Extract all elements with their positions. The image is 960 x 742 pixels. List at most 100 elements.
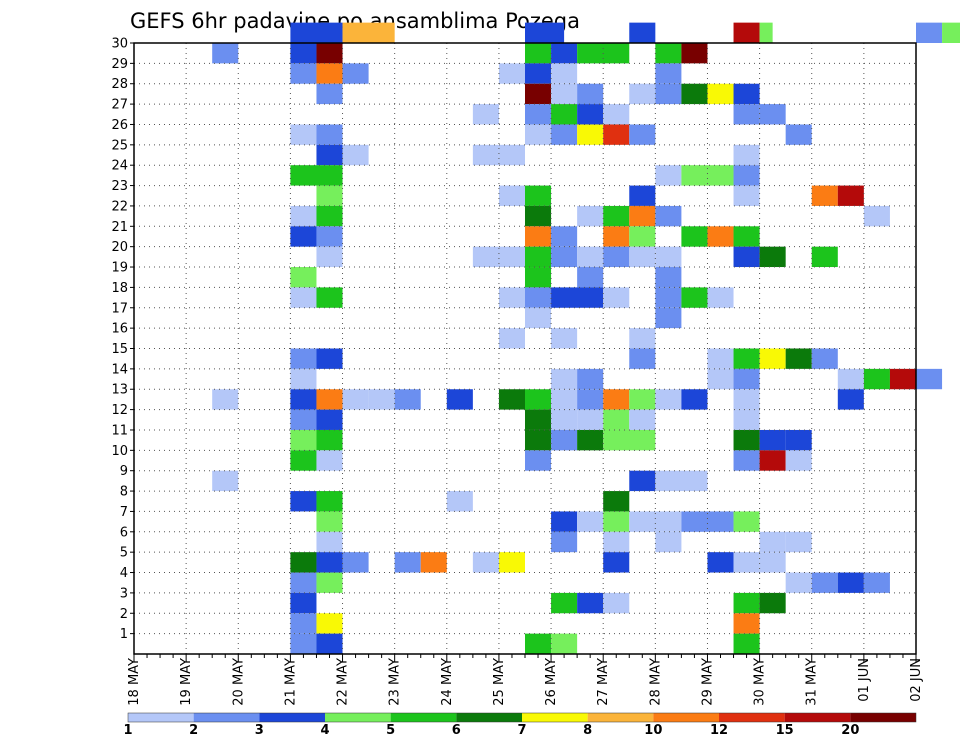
legend-swatch [128,713,194,722]
legend-swatch [390,713,457,722]
precip-cell [837,185,864,206]
precip-cell [498,552,525,573]
x-tick-label: 29 MAY [700,658,715,706]
precip-cell [759,246,786,268]
legend-swatch [784,713,851,722]
y-tick-label: 28 [111,77,128,92]
precip-cell [577,104,604,125]
precip-cell [316,613,343,634]
x-tick-label: 22 MAY [336,658,351,706]
legend-swatch [653,713,719,722]
precip-cell [525,43,552,64]
precip-cell [759,104,786,125]
x-tick-label: 18 MAY [127,658,142,706]
precip-cell [629,22,656,43]
precip-cell [290,450,317,471]
precip-cell [316,389,343,410]
y-tick-label: 3 [120,586,128,601]
y-tick-label: 10 [111,444,128,459]
precip-cell [655,267,682,288]
precip-cell [733,429,760,451]
precip-cell [551,226,578,247]
precip-cell [290,613,317,634]
precip-cell [916,368,943,390]
legend-swatch [719,713,785,722]
legend-label: 1 [123,723,132,738]
legend-label: 6 [452,723,461,738]
precip-cell [290,165,343,186]
precip-cell [316,83,343,105]
legend-label: 15 [776,723,794,738]
precip-cell [863,368,890,390]
precip-cell [212,470,239,492]
x-tick-label: 26 MAY [544,658,559,706]
precip-cell [811,348,838,369]
precip-cell [629,83,656,105]
precip-cell [785,572,812,593]
precip-cell [603,511,630,532]
precip-cell [290,389,317,410]
precip-cell [759,531,786,553]
precip-cell [707,226,734,247]
grid-lines [134,43,916,654]
precip-cell [603,287,630,308]
precip-cell [368,389,395,410]
precip-cell [759,592,786,614]
precip-cell [342,22,395,43]
precip-cell [577,205,604,227]
legend-label: 8 [583,723,592,738]
x-tick-label: 24 MAY [440,658,455,706]
precip-cell [655,165,682,186]
precip-cell [551,511,578,532]
precip-cell [316,124,343,145]
precip-cell [733,226,760,247]
precip-cell [446,491,473,512]
color-legend: 1 2 3 4 5 6 7 8 10 12 15 20 [123,712,917,738]
legend-label: 4 [320,723,329,738]
precip-cell [290,368,317,390]
precip-cell [916,22,943,43]
precip-cell [707,348,734,369]
precip-cell [551,389,578,410]
precip-cell [525,389,552,410]
precip-cell [655,63,682,84]
precip-cell [759,429,786,451]
precip-cell [603,246,630,268]
precip-cell [525,450,552,471]
precip-cell [629,124,656,145]
precip-cell [472,246,525,268]
x-tick-label: 20 MAY [231,658,246,706]
precip-cell [316,491,343,512]
legend-label: 20 [841,723,859,738]
precip-cell [316,226,343,247]
precip-cell [681,287,708,308]
precip-cell [811,572,838,593]
precip-cell [629,511,682,532]
precip-cell [525,124,552,145]
y-tick-label: 24 [111,159,128,174]
precip-cell [603,409,630,430]
precip-cell [290,205,317,227]
precip-cell [577,429,604,451]
x-tick-label: 30 MAY [753,658,768,706]
x-tick-label: 28 MAY [648,658,663,706]
y-tick-label: 21 [111,220,128,235]
precip-cell [551,328,578,349]
precip-cell [603,491,630,512]
precip-cell [837,389,864,410]
precip-cell [707,287,734,308]
precip-cell [551,83,578,105]
precip-cell [837,572,864,593]
precip-cell [655,43,682,64]
precip-cell [655,470,708,492]
precip-cell [655,389,682,410]
x-tick-label: 23 MAY [388,658,403,706]
precip-cell [525,633,552,654]
precip-cell [629,246,656,268]
legend-label: 7 [517,723,526,738]
x-axis-ticks: 18 MAY 19 MAY 20 MAY 21 MAY 22 MAY 23 MAY 24 M… [127,654,924,706]
precip-cell [707,552,734,573]
legend-swatch [522,713,588,722]
precip-cell [498,144,525,166]
precip-cell [863,572,890,593]
